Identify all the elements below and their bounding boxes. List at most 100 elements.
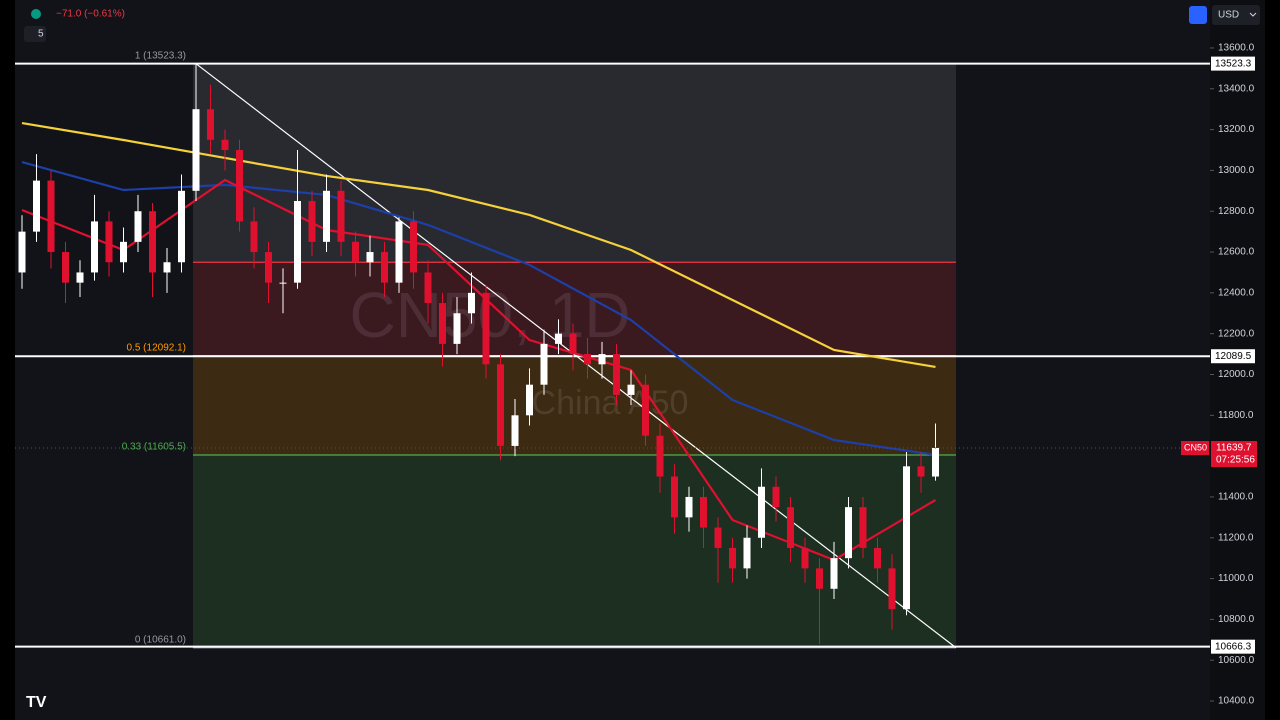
watermark: CN50, 1D — [350, 279, 631, 351]
price-label: 10666.3 — [1215, 641, 1252, 652]
candle-body — [772, 486, 780, 508]
y-tick-label: 13000.0 — [1218, 165, 1255, 176]
price-label: 13523.3 — [1215, 58, 1252, 69]
candle-body — [18, 231, 26, 273]
symbol-label: CN50 — [1184, 442, 1207, 452]
candle-body — [366, 252, 374, 263]
fib-label: 0.33 (11605.5) — [122, 442, 186, 453]
moving-average — [21, 121, 936, 369]
candle-body — [221, 139, 229, 150]
candle-body — [584, 354, 591, 365]
moving-average — [21, 160, 936, 456]
y-tick-label: 11200.0 — [1218, 532, 1254, 543]
currency[interactable]: USD — [1218, 10, 1239, 21]
candle-body — [903, 466, 910, 610]
y-tick-label: 13600.0 — [1218, 43, 1255, 54]
candle-body — [424, 272, 432, 304]
candle-body — [569, 333, 577, 355]
current-price: 11639.7 — [1216, 443, 1252, 454]
fib-label: 0.5 (12092.1) — [127, 342, 187, 353]
candle-body — [743, 537, 751, 569]
logo: TV — [26, 694, 47, 711]
trend-line — [195, 63, 957, 649]
price-label: 12089.5 — [1215, 351, 1252, 362]
candle-body — [250, 221, 258, 253]
candle-body — [76, 272, 84, 283]
candle-body — [410, 221, 417, 273]
candle-body — [381, 252, 388, 283]
candle-body — [134, 211, 142, 242]
candle-body — [540, 343, 548, 385]
y-tick-label: 10800.0 — [1218, 614, 1255, 625]
scale-button[interactable] — [1189, 6, 1207, 24]
candle-body — [656, 435, 664, 477]
y-tick-label: 12400.0 — [1218, 287, 1255, 298]
candle-body — [207, 109, 214, 140]
candle-body — [729, 547, 736, 569]
candle-body — [236, 150, 243, 222]
candle-body — [917, 466, 925, 477]
price-label-bg — [1211, 639, 1255, 654]
candle-body — [787, 507, 794, 548]
candle-body — [526, 384, 533, 416]
candle-body — [874, 547, 881, 569]
candle-body — [816, 568, 823, 589]
candle-body — [555, 333, 562, 344]
candle-body — [47, 180, 55, 253]
candle-body — [845, 507, 852, 559]
candle-body — [149, 211, 156, 273]
fib-label: 0 (10661.0) — [135, 634, 186, 645]
candle-body — [120, 241, 127, 263]
candle-body — [758, 486, 765, 538]
y-tick-label: 12800.0 — [1218, 206, 1255, 217]
candle-body — [671, 476, 678, 518]
price-label-bg — [1211, 56, 1255, 71]
candle-body — [33, 180, 40, 232]
candle-body — [352, 241, 359, 263]
candle-body — [497, 364, 504, 446]
candle-body — [714, 527, 722, 548]
candle-body — [395, 221, 403, 283]
countdown: 07:25:56 — [1216, 455, 1255, 466]
y-tick-label: 10600.0 — [1218, 655, 1255, 666]
candle-body — [801, 547, 809, 569]
interval[interactable]: 5 — [38, 29, 44, 40]
moving-average — [21, 178, 937, 562]
price-label-bg — [1211, 349, 1255, 364]
candle-body — [511, 415, 519, 446]
y-tick-label: 10400.0 — [1218, 696, 1255, 707]
candle-body — [105, 221, 113, 263]
candle-body — [700, 496, 707, 528]
candle-body — [685, 496, 693, 518]
candle-body — [830, 558, 838, 589]
y-tick-label: 12600.0 — [1218, 247, 1255, 258]
dropdown-icon — [1249, 12, 1257, 17]
interval-button[interactable] — [24, 26, 46, 42]
y-tick-label: 11800.0 — [1218, 410, 1254, 421]
y-tick-label: 13400.0 — [1218, 83, 1255, 94]
candle-body — [337, 190, 345, 242]
candle-body — [439, 303, 446, 344]
candle-body — [453, 313, 461, 344]
candle-body — [888, 568, 896, 610]
candle-body — [91, 221, 98, 273]
current-price-bg — [1211, 441, 1257, 468]
plot-bg — [15, 0, 1210, 720]
y-tick-label: 11000.0 — [1218, 573, 1254, 584]
candle-body — [178, 190, 185, 263]
candle-body — [859, 507, 867, 548]
candle-body — [323, 190, 330, 242]
candle-body — [192, 109, 200, 191]
candle-body — [642, 384, 649, 436]
change-text: −71.0 (−0.61%) — [56, 9, 125, 20]
y-tick-label: 13200.0 — [1218, 124, 1255, 135]
currency-button[interactable] — [1212, 5, 1260, 25]
fib-zone — [193, 455, 956, 648]
y-tick-label: 11400.0 — [1218, 492, 1254, 503]
candle-body — [62, 252, 69, 283]
candle-body — [265, 252, 272, 283]
fib-label: 1 (13523.3) — [135, 50, 186, 61]
y-tick-label: 12200.0 — [1218, 328, 1255, 339]
status-dot — [31, 9, 41, 19]
